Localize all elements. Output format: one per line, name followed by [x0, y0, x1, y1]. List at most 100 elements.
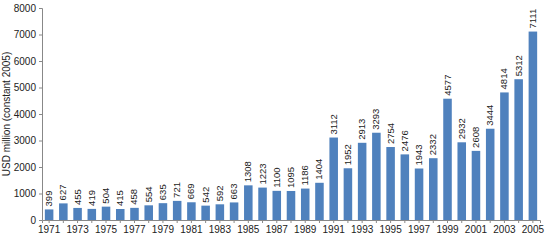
- x-tick-mark: [532, 220, 533, 223]
- bar: [73, 208, 82, 220]
- data-label: 4814: [498, 68, 509, 89]
- bar: [258, 188, 267, 220]
- x-tick: [205, 220, 206, 223]
- data-label: 3112: [328, 114, 339, 134]
- x-tick-label: 2005: [522, 224, 545, 235]
- x-tick-label: 1981: [180, 224, 203, 235]
- x-tick: [319, 220, 320, 223]
- y-tick-mark: [39, 8, 42, 9]
- y-tick-label: 5000: [14, 82, 37, 93]
- x-tick: 1981: [180, 220, 203, 235]
- bar: [159, 203, 168, 220]
- x-tick: 1999: [436, 220, 459, 235]
- bar: [372, 133, 381, 220]
- y-tick-mark: [39, 61, 42, 62]
- bar: [344, 168, 353, 220]
- data-labels: 3996274554195044154585546357216695425926…: [43, 9, 538, 207]
- x-tick-mark: [347, 220, 348, 223]
- x-tick: [433, 220, 434, 223]
- x-tick-mark: [49, 220, 50, 223]
- x-tick-mark: [504, 220, 505, 223]
- x-tick: 1989: [294, 220, 317, 235]
- data-label: 2913: [356, 119, 367, 140]
- x-tick-mark: [219, 220, 220, 223]
- x-tick-mark: [433, 220, 434, 223]
- x-tick-mark: [91, 220, 92, 223]
- bar: [187, 202, 196, 220]
- x-tick-mark: [276, 220, 277, 223]
- data-label: 663: [228, 184, 239, 200]
- x-tick-mark: [205, 220, 206, 223]
- bar: [358, 143, 367, 220]
- y-tick-label: 7000: [14, 29, 37, 40]
- x-tick-mark: [518, 220, 519, 223]
- x-tick-label: 1979: [152, 224, 175, 235]
- x-tick: 1975: [95, 220, 118, 235]
- bar: [457, 142, 466, 220]
- data-label: 415: [114, 190, 125, 206]
- x-tick-label: 1997: [408, 224, 431, 235]
- x-tick-mark: [333, 220, 334, 223]
- x-tick-mark: [177, 220, 178, 223]
- x-tick-mark: [106, 220, 107, 223]
- x-tick: 1985: [237, 220, 260, 235]
- bar: [88, 209, 97, 220]
- plot: 3996274554195044154585546357216695425926…: [14, 3, 545, 235]
- data-label: 1186: [299, 165, 310, 185]
- x-tick-label: 2003: [493, 224, 516, 235]
- x-tick: 2003: [493, 220, 516, 235]
- chart: 3996274554195044154585546357216695425926…: [0, 0, 550, 242]
- x-tick: 1995: [379, 220, 402, 235]
- x-tick-mark: [77, 220, 78, 223]
- x-tick-mark: [134, 220, 135, 223]
- x-tick: [177, 220, 178, 223]
- bar: [116, 209, 125, 220]
- bar: [315, 183, 324, 220]
- x-tick-mark: [461, 220, 462, 223]
- data-label: 627: [57, 185, 68, 201]
- data-label: 504: [100, 188, 111, 204]
- x-tick-label: 1987: [266, 224, 289, 235]
- bar: [514, 79, 523, 220]
- data-label: 7111: [527, 9, 538, 29]
- data-label: 542: [200, 187, 211, 203]
- data-label: 458: [128, 189, 139, 205]
- x-tick-mark: [390, 220, 391, 223]
- y-tick: 1000: [14, 188, 42, 199]
- x-axis-line: [43, 221, 541, 224]
- x-tick-label: 1971: [38, 224, 61, 235]
- x-tick-label: 1973: [66, 224, 89, 235]
- bar: [216, 204, 225, 220]
- y-tick: 8000: [14, 3, 42, 14]
- y-tick-label: 8000: [14, 3, 37, 14]
- bar: [130, 208, 139, 220]
- x-tick: [518, 220, 519, 223]
- data-label: 635: [157, 184, 168, 200]
- bar: [144, 205, 153, 220]
- x-tick: 2001: [465, 220, 488, 235]
- bar: [415, 169, 424, 220]
- y-tick-label: 6000: [14, 56, 37, 67]
- x-tick: [461, 220, 462, 223]
- x-tick-mark: [191, 220, 192, 223]
- x-tick: [234, 220, 235, 223]
- data-label: 721: [171, 182, 182, 198]
- y-tick: 4000: [14, 109, 42, 120]
- x-tick: [120, 220, 121, 223]
- y-axis-line: [39, 9, 43, 221]
- bar: [230, 202, 239, 220]
- x-tick-mark: [376, 220, 377, 223]
- y-tick-mark: [39, 167, 42, 168]
- data-label: 592: [214, 185, 225, 201]
- x-tick-label: 1993: [351, 224, 374, 235]
- x-tick: [404, 220, 405, 223]
- x-tick: [490, 220, 491, 223]
- x-tick-label: 1977: [123, 224, 146, 235]
- bar: [329, 138, 338, 220]
- data-label: 1095: [285, 167, 296, 188]
- x-tick: 1993: [351, 220, 374, 235]
- x-tick-mark: [362, 220, 363, 223]
- data-label: 1308: [242, 161, 253, 182]
- x-tick: 1973: [66, 220, 89, 235]
- bar: [244, 185, 253, 220]
